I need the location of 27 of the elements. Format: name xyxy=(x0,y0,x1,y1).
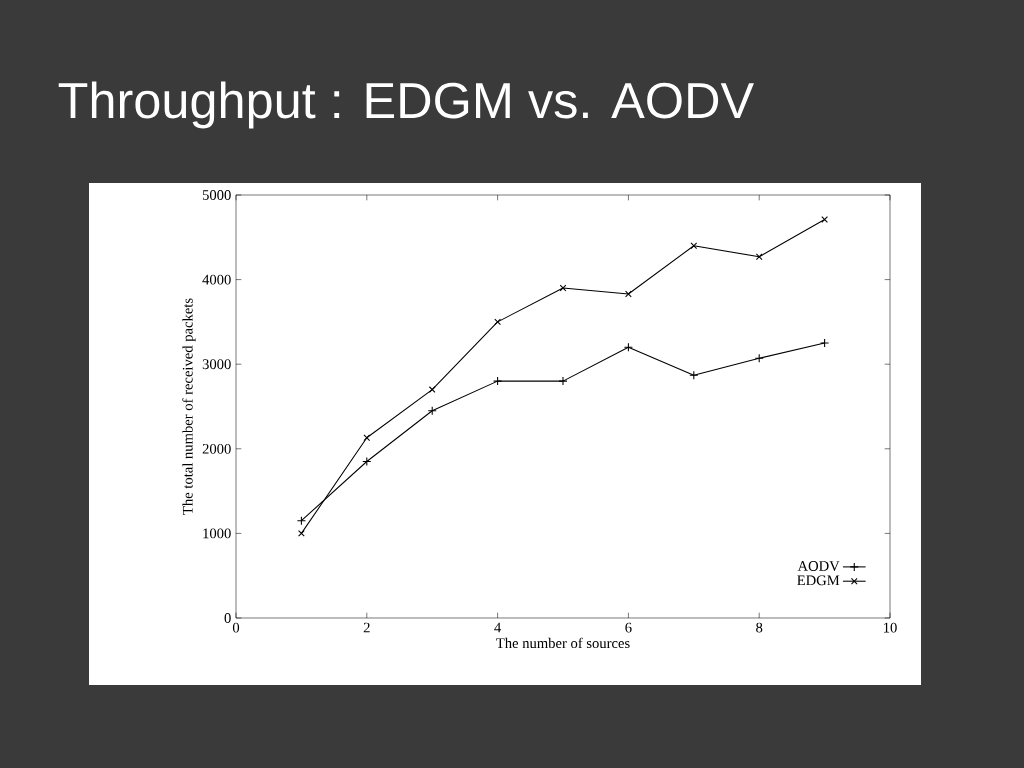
point xyxy=(625,290,632,298)
point xyxy=(690,242,698,250)
point xyxy=(363,434,371,442)
x-tick-label: 0 xyxy=(232,622,240,633)
point xyxy=(428,386,436,393)
point xyxy=(558,376,568,386)
point xyxy=(755,253,763,261)
y-tick-label: 3000 xyxy=(202,359,231,370)
point xyxy=(494,318,501,326)
y-tick-label: 2000 xyxy=(202,443,231,454)
y-tick-label: 1000 xyxy=(203,528,231,539)
x-tick-label: 8 xyxy=(756,622,763,633)
legend-label: EDGM xyxy=(797,575,840,586)
point xyxy=(820,338,830,348)
x-tick-label: 2 xyxy=(363,622,370,633)
point xyxy=(821,216,828,223)
x-axis-title: The number of sources xyxy=(496,637,630,649)
y-tick-label: 0 xyxy=(224,613,231,623)
x-tick-label: 10 xyxy=(884,622,897,633)
y-tick-label: 4000 xyxy=(202,274,231,285)
x-tick-label: 6 xyxy=(625,622,632,633)
y-tick-label: 5000 xyxy=(202,190,231,200)
y-axis-title: The total number of received packets xyxy=(182,298,196,515)
point xyxy=(493,376,503,386)
x-tick-label: 4 xyxy=(494,622,502,633)
legend-label: AODV xyxy=(797,561,840,571)
chart-title: Throughput : EDGM vs. AODV xyxy=(58,81,754,129)
